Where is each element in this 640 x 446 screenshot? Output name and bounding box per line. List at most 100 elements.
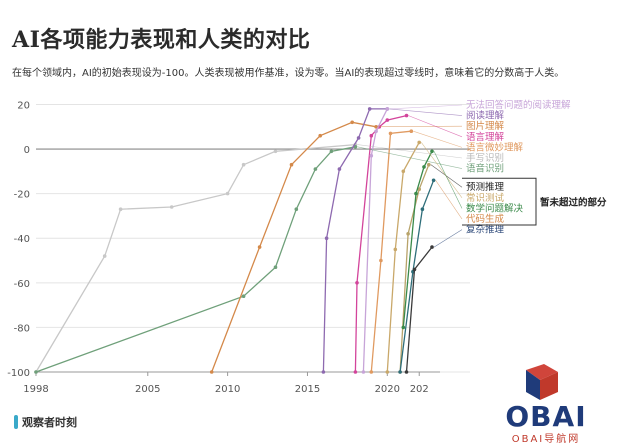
cube-logo-icon bbox=[526, 364, 558, 400]
data-point bbox=[414, 191, 418, 196]
data-point bbox=[422, 165, 426, 169]
legend-entry: 语音识别 bbox=[466, 163, 504, 175]
data-point bbox=[404, 370, 409, 374]
series-line bbox=[405, 246, 433, 373]
data-point bbox=[209, 370, 214, 374]
data-point bbox=[385, 107, 390, 111]
x-tick-label: 202 bbox=[410, 384, 429, 395]
legend-entry: 数学问题解决 bbox=[466, 202, 524, 214]
series-line bbox=[402, 151, 433, 328]
legend-entry: 语言理解 bbox=[466, 131, 505, 143]
data-point bbox=[356, 136, 361, 140]
y-tick-label: -100 bbox=[7, 368, 30, 379]
chart-subtitle: 在每个领域内，AI的初始表现设为-100。人类表现被用作基准，设为零。当AI的表… bbox=[12, 68, 565, 79]
data-point bbox=[289, 162, 294, 167]
data-point bbox=[273, 265, 278, 270]
legend-connector bbox=[413, 130, 463, 148]
legend-connector bbox=[357, 144, 463, 159]
series-line bbox=[322, 108, 388, 373]
data-point bbox=[241, 162, 246, 167]
watermark-logo: OBAI OBAI导航网 bbox=[486, 364, 606, 445]
data-point bbox=[324, 236, 329, 240]
data-point bbox=[404, 113, 409, 118]
data-point bbox=[374, 129, 378, 133]
data-point bbox=[329, 149, 334, 154]
y-tick-label: -60 bbox=[14, 279, 30, 290]
data-point bbox=[430, 149, 434, 154]
data-point bbox=[385, 118, 390, 122]
x-tick-label: 1998 bbox=[23, 384, 48, 395]
series-line bbox=[354, 114, 407, 373]
series-line bbox=[211, 121, 377, 373]
legend-entry: 常识测试 bbox=[466, 192, 505, 204]
legend-connector bbox=[357, 146, 463, 169]
data-point bbox=[350, 120, 355, 125]
y-tick-label: -20 bbox=[14, 190, 30, 201]
y-tick-label: 0 bbox=[24, 145, 30, 156]
series-line bbox=[370, 130, 412, 373]
legend-connector bbox=[435, 180, 463, 220]
legend-entry: 预测推理 bbox=[466, 181, 505, 193]
data-point bbox=[431, 178, 436, 183]
series-line bbox=[362, 108, 388, 373]
data-point bbox=[369, 370, 374, 374]
legend-entry: 图片理解 bbox=[466, 120, 505, 132]
data-point bbox=[225, 191, 230, 196]
data-point bbox=[353, 145, 358, 149]
data-point bbox=[355, 281, 359, 285]
data-point bbox=[374, 125, 378, 129]
data-point bbox=[430, 245, 434, 249]
data-point bbox=[294, 207, 299, 211]
data-point bbox=[257, 245, 262, 249]
series-line bbox=[399, 180, 435, 373]
series-group bbox=[34, 107, 436, 374]
series-line bbox=[35, 143, 356, 373]
series-line bbox=[386, 142, 420, 373]
data-point bbox=[34, 370, 38, 374]
data-point bbox=[241, 294, 246, 299]
data-point bbox=[393, 247, 398, 252]
data-point bbox=[409, 129, 414, 133]
data-point bbox=[321, 370, 326, 374]
data-point bbox=[337, 167, 342, 171]
data-point bbox=[273, 149, 278, 154]
data-point bbox=[417, 140, 422, 145]
data-point bbox=[169, 205, 174, 209]
data-point bbox=[420, 207, 425, 211]
data-point bbox=[417, 187, 422, 191]
data-point bbox=[118, 207, 123, 211]
legend-connector bbox=[408, 115, 463, 138]
legend-entry: 手写识别 bbox=[466, 152, 504, 164]
data-point bbox=[313, 167, 318, 171]
legend-entry: 语言微妙理解 bbox=[466, 141, 524, 153]
legend-connector bbox=[433, 229, 463, 248]
data-point bbox=[406, 232, 410, 236]
data-point bbox=[361, 370, 366, 374]
legend-entry: 代码生成 bbox=[466, 213, 505, 225]
series-line bbox=[35, 146, 356, 373]
source-credit: 观察者时刻 bbox=[14, 414, 77, 430]
source-bar-icon bbox=[14, 415, 18, 429]
data-point bbox=[401, 169, 406, 174]
bracket-label: 暂未超过的部分 bbox=[540, 197, 607, 209]
chart-title: AI各项能力表现和人类的对比 bbox=[12, 27, 311, 53]
legend-connector bbox=[389, 104, 463, 110]
x-tick-label: 2005 bbox=[135, 384, 160, 395]
data-point bbox=[369, 153, 374, 158]
data-point bbox=[367, 107, 372, 111]
legend-connector bbox=[433, 151, 463, 209]
watermark-text: OBAI bbox=[505, 400, 587, 433]
data-point bbox=[385, 370, 390, 374]
x-tick-label: 2020 bbox=[375, 384, 400, 395]
y-tick-label: -80 bbox=[14, 323, 30, 334]
data-point bbox=[401, 325, 406, 330]
watermark-subtext: OBAI导航网 bbox=[511, 434, 581, 445]
data-point bbox=[398, 370, 402, 374]
bracket bbox=[462, 177, 537, 226]
legend-connector bbox=[378, 125, 463, 128]
legend-connector bbox=[420, 142, 463, 198]
data-point bbox=[369, 133, 374, 138]
legend-connector bbox=[389, 108, 463, 116]
legend-entry: 无法回答问题的阅读理解 bbox=[466, 99, 571, 111]
